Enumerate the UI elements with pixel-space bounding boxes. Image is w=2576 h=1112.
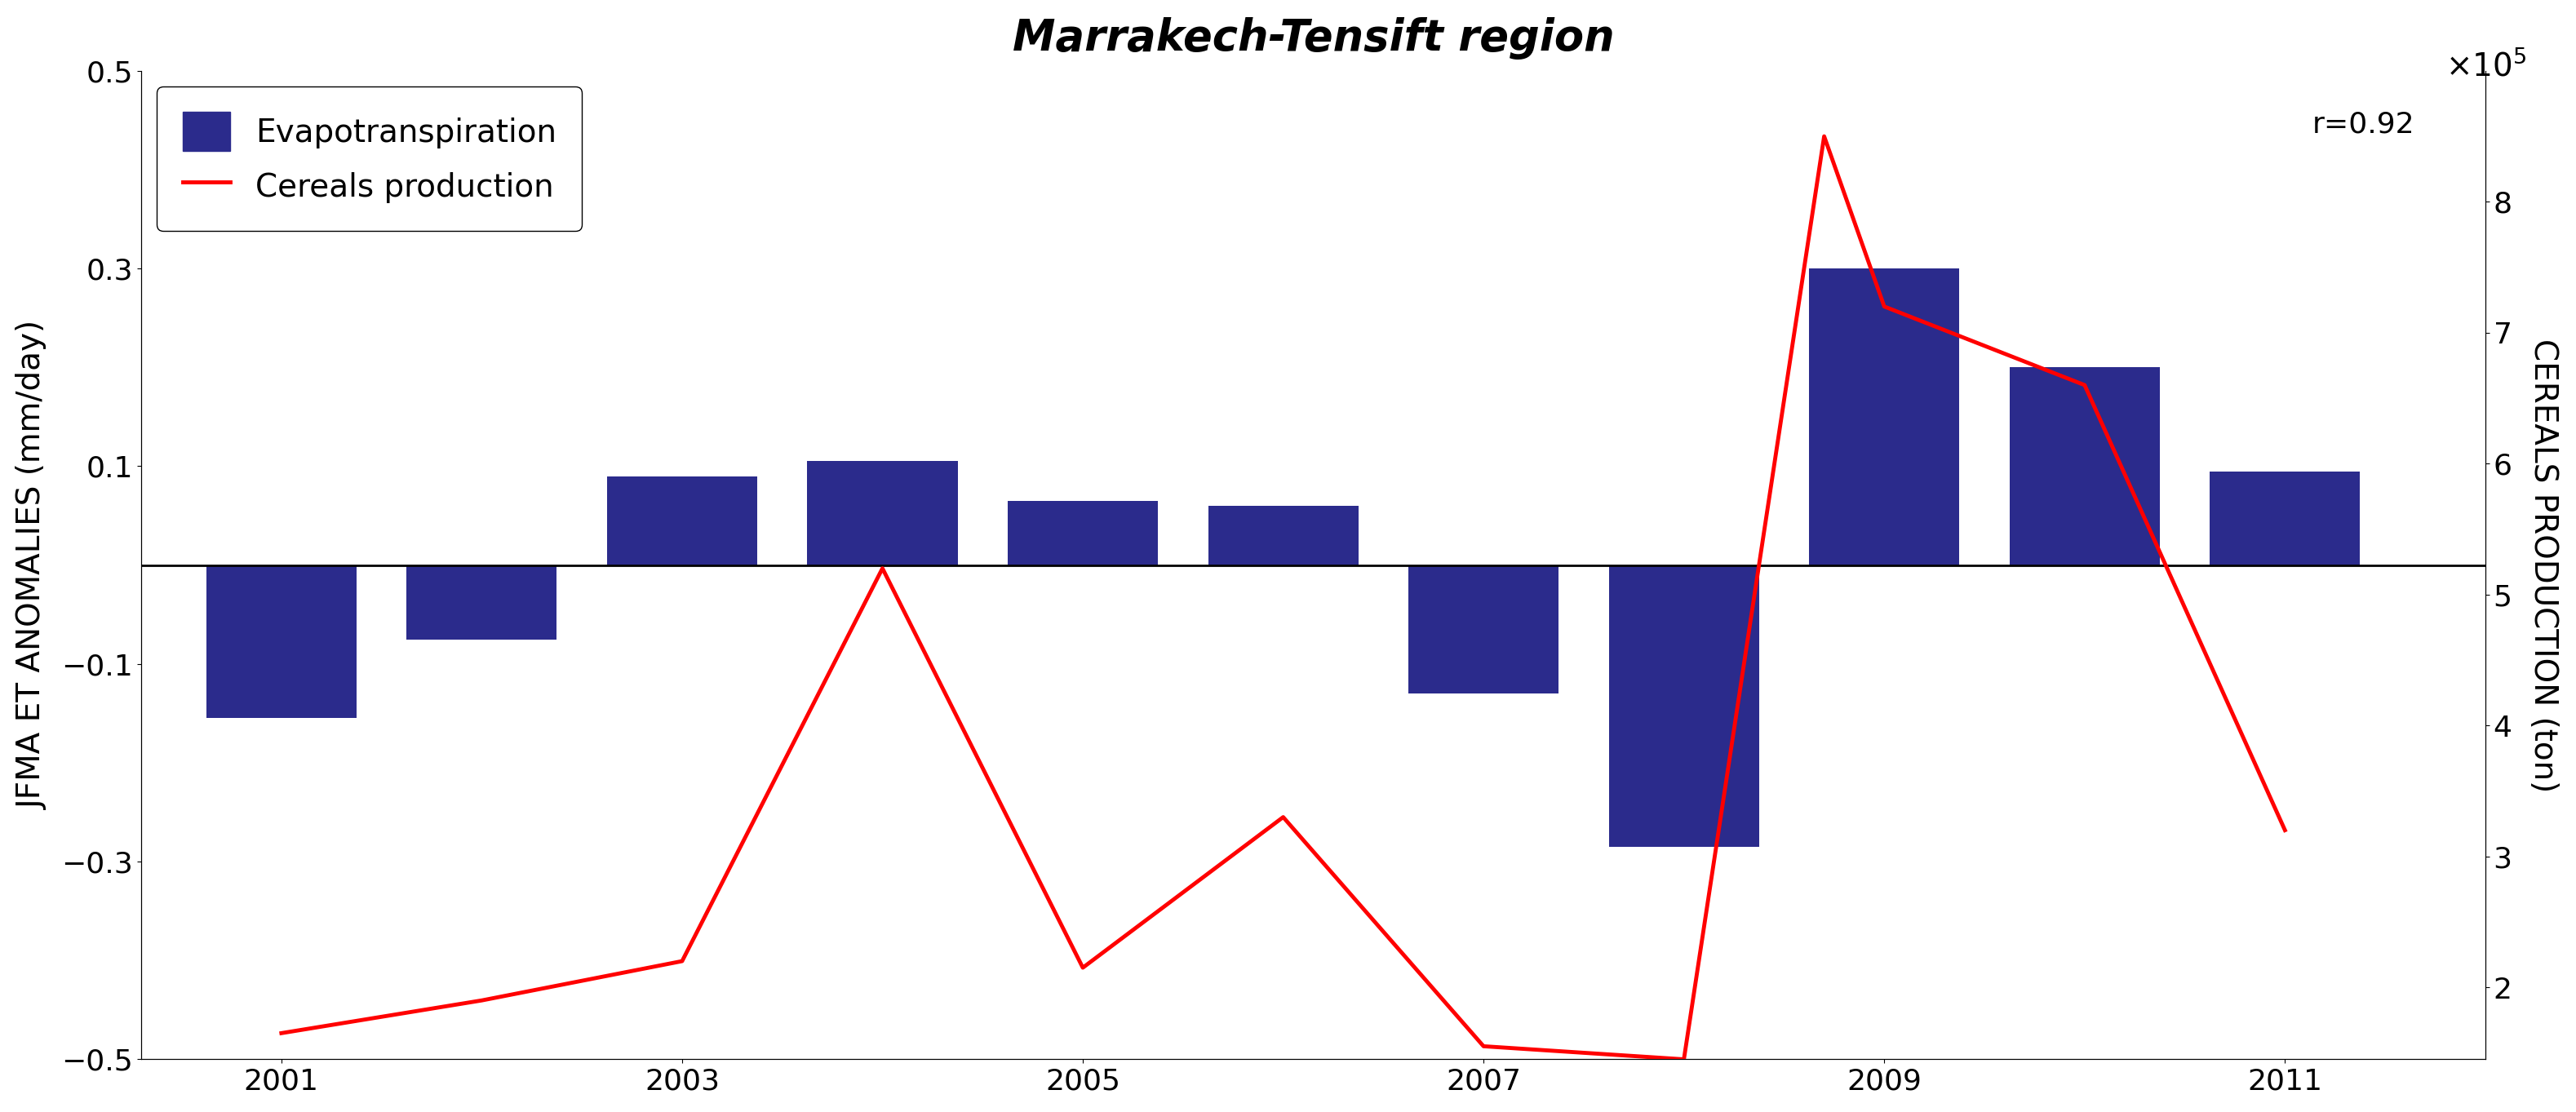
Text: r=0.92: r=0.92 xyxy=(2313,110,2416,138)
Bar xyxy=(1208,506,1358,565)
Bar xyxy=(1007,500,1159,565)
Title: Marrakech-Tensift region: Marrakech-Tensift region xyxy=(1012,17,1615,59)
Bar xyxy=(806,461,958,565)
Text: $\times10^5$: $\times10^5$ xyxy=(2445,50,2527,82)
Bar xyxy=(2009,367,2159,565)
Bar xyxy=(206,565,355,718)
Bar xyxy=(1808,268,1960,565)
Bar xyxy=(2210,471,2360,565)
Bar xyxy=(407,565,556,639)
Y-axis label: JFMA ET ANOMALIES (mm/day): JFMA ET ANOMALIES (mm/day) xyxy=(18,320,49,810)
Bar xyxy=(1610,565,1759,847)
Bar xyxy=(1409,565,1558,694)
Legend: Evapotranspiration, Cereals production: Evapotranspiration, Cereals production xyxy=(157,87,582,231)
Bar xyxy=(608,476,757,565)
Y-axis label: CEREALS PRODUCTION (ton): CEREALS PRODUCTION (ton) xyxy=(2527,338,2558,792)
